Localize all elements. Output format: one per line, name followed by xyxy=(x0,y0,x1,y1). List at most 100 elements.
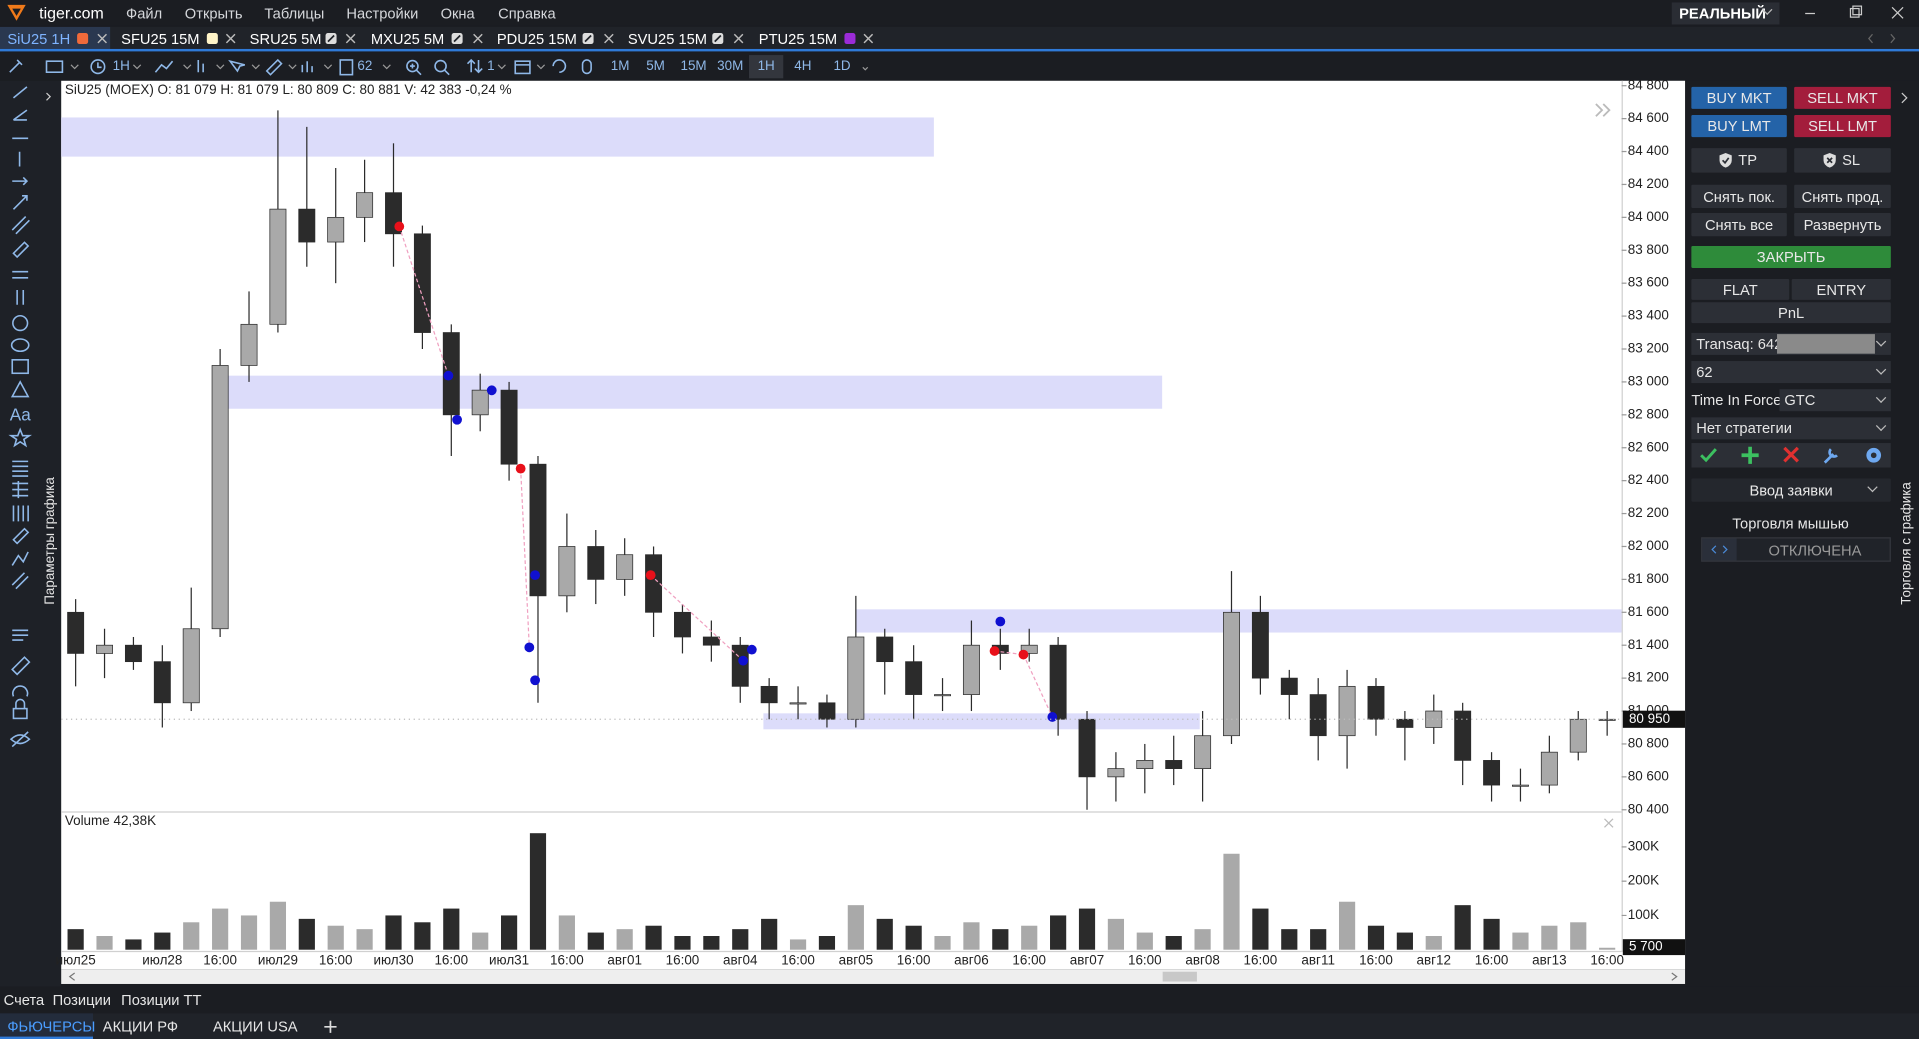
candle-body xyxy=(587,546,605,580)
active-tab[interactable] xyxy=(0,26,111,51)
period-button[interactable]: 1M xyxy=(610,58,630,74)
panel-arrow xyxy=(1901,92,1908,104)
left-toolbar xyxy=(0,80,62,989)
reverse-button[interactable]: Развернуть xyxy=(1794,212,1891,237)
menu-item[interactable]: Окна xyxy=(440,4,475,23)
candle-body xyxy=(789,702,807,705)
action-icons[interactable] xyxy=(1691,443,1891,468)
candle-body xyxy=(182,628,200,704)
time-tick-label: 16:00 xyxy=(1590,952,1624,967)
volume-bar xyxy=(1252,908,1269,950)
entry-button[interactable]: ENTRY xyxy=(1791,279,1891,300)
tab-label[interactable]: SVU25 15M xyxy=(627,30,708,48)
bottom-link[interactable]: Счета xyxy=(3,991,45,1009)
last-volume-label: 5 700 xyxy=(1629,939,1663,954)
scrollbar-thumb[interactable] xyxy=(1162,971,1197,982)
signal-dot xyxy=(524,642,535,653)
flat-button[interactable]: FLAT xyxy=(1691,279,1790,300)
market-tab[interactable]: АКЦИИ USA xyxy=(212,1018,298,1036)
period-button[interactable]: 1D xyxy=(833,58,851,74)
timeframe[interactable]: 1H xyxy=(112,58,130,74)
scrollbar[interactable] xyxy=(61,969,1686,984)
signal-dot xyxy=(995,616,1006,627)
price-tick-label: 80 800 xyxy=(1628,736,1669,751)
candle-body xyxy=(124,644,142,663)
volume-tick-label: 200K xyxy=(1628,873,1659,888)
last-price-label: 80 950 xyxy=(1629,711,1670,726)
mouse-trading-toggle[interactable]: ОТКЛЮЧЕНА xyxy=(1701,537,1891,562)
pnl-button[interactable]: PnL xyxy=(1691,302,1891,324)
candle-body xyxy=(1512,784,1529,787)
signal-connector xyxy=(994,650,1024,656)
volume-bar xyxy=(1396,932,1413,950)
time-tick-label: авг04 xyxy=(723,952,758,967)
menu-item[interactable]: Настройки xyxy=(346,4,419,23)
time-tick-label: 16:00 xyxy=(666,952,700,967)
candle-body xyxy=(1367,685,1385,720)
strategy-select[interactable]: Нет стратегии xyxy=(1691,417,1891,440)
buy-limit-button[interactable]: BUY LMT xyxy=(1691,115,1787,138)
tab-label[interactable]: PDU25 15M xyxy=(496,30,577,48)
sell-market-button[interactable]: SELL MKT xyxy=(1794,86,1891,109)
period-button[interactable]: 4H xyxy=(794,58,812,74)
text-tool[interactable]: Aa xyxy=(10,405,31,425)
close-position-button[interactable]: ЗАКРЫТЬ xyxy=(1691,245,1891,269)
bottom-link[interactable]: Позиции ТТ xyxy=(121,991,202,1009)
chart-count[interactable]: 1 xyxy=(487,58,495,74)
signal-dot xyxy=(515,463,526,474)
menu-item[interactable]: Открыть xyxy=(184,4,243,23)
caret xyxy=(1875,392,1887,403)
time-tick-label: 16:00 xyxy=(434,952,468,967)
menu-item[interactable]: Таблицы xyxy=(264,4,325,23)
bottom-link[interactable]: Позиции xyxy=(52,991,111,1009)
market-tab[interactable]: АКЦИИ РФ xyxy=(102,1018,179,1036)
chart-trading-label[interactable]: Торговля с графика xyxy=(1899,482,1915,605)
buy-market-button[interactable]: BUY MKT xyxy=(1691,86,1787,109)
time-tick-label: авг01 xyxy=(607,952,642,967)
volume-bar xyxy=(212,908,229,950)
candle-body xyxy=(240,323,258,366)
volume-bar xyxy=(761,918,778,950)
stop-loss-button[interactable]: SL xyxy=(1794,148,1891,173)
sell-limit-button[interactable]: SELL LMT xyxy=(1794,115,1891,138)
cancel-all-button[interactable]: Снять все xyxy=(1691,212,1787,237)
period-button[interactable]: 5M xyxy=(646,58,665,74)
price-tick-label: 84 200 xyxy=(1628,176,1669,191)
period-button-active[interactable]: 1H xyxy=(757,58,775,74)
tab-label[interactable]: PTU25 15M xyxy=(758,30,838,48)
cancel-sell-button[interactable]: Снять прод. xyxy=(1794,184,1891,209)
volume-bar xyxy=(1367,925,1385,950)
tab-label[interactable]: SFU25 15M xyxy=(121,30,200,48)
period-button[interactable]: 15M xyxy=(680,58,707,74)
signal-connector xyxy=(398,226,449,376)
tif-select[interactable]: GTC xyxy=(1779,389,1891,412)
account-select[interactable]: Transaq: 642 xyxy=(1691,332,1891,355)
volume-bar xyxy=(1425,936,1442,950)
volume-bar xyxy=(1310,929,1327,950)
candle-body xyxy=(1194,735,1212,769)
period-button[interactable]: 30M xyxy=(717,58,744,74)
price-tick-label: 82 200 xyxy=(1628,505,1669,520)
active-market-tab[interactable] xyxy=(0,1013,94,1039)
volume-bar xyxy=(298,918,315,950)
price-tick-label: 84 800 xyxy=(1628,77,1669,92)
add-tab[interactable] xyxy=(322,1018,339,1035)
volume-bar xyxy=(1021,925,1038,950)
account-mode[interactable]: РЕАЛЬНЫЙ xyxy=(1671,2,1780,25)
volume-bar xyxy=(1107,918,1125,950)
market-tab[interactable]: ФЬЮЧЕРСЫ xyxy=(7,1018,96,1036)
cancel-buy-button[interactable]: Снять пок. xyxy=(1691,184,1787,209)
take-profit-button[interactable]: TP xyxy=(1691,148,1787,173)
signal-dot xyxy=(530,675,540,686)
tab-label[interactable]: MXU25 5M xyxy=(370,30,445,48)
tab-label[interactable]: SRU25 5M xyxy=(249,30,322,48)
tif-label: Time In Force xyxy=(1691,391,1782,409)
bar-count[interactable]: 62 xyxy=(357,58,373,74)
candle-body xyxy=(1338,685,1356,737)
quantity-select[interactable]: 62 xyxy=(1691,361,1891,384)
order-entry-select[interactable]: Ввод заявки xyxy=(1691,478,1891,502)
menu-item[interactable]: Справка xyxy=(498,4,556,23)
volume-bar xyxy=(154,932,171,950)
menu-item[interactable]: Файл xyxy=(126,4,163,23)
tab-label[interactable]: SiU25 1H xyxy=(7,30,71,48)
